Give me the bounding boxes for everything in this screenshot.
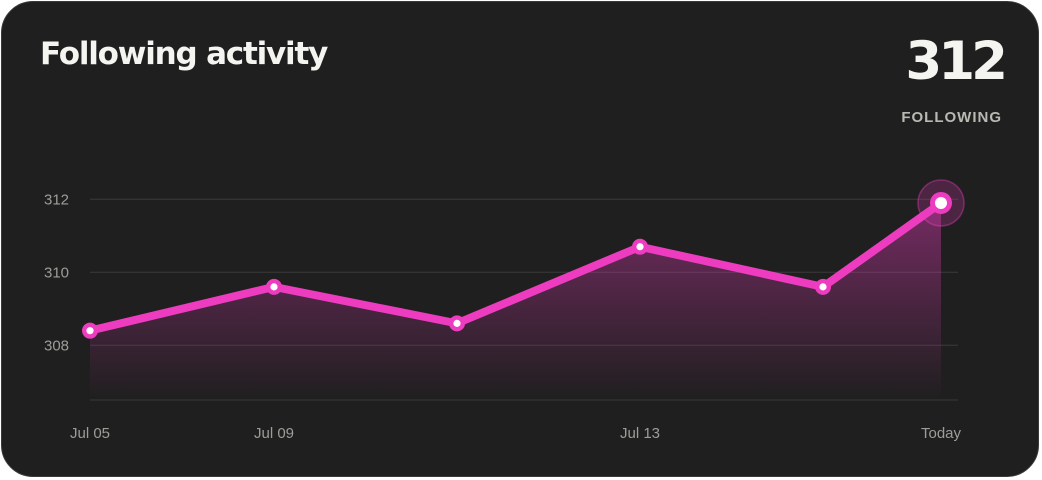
series-line [86,198,945,335]
data-point-center-1 [86,327,94,335]
data-point-center-4 [636,243,644,251]
label-layer: 312 310 308 Jul 05 Jul 09 Jul 13 Today [44,191,962,442]
following-count-label: FOLLOWING [901,109,1002,126]
x-tick-label-today: Today [921,425,962,442]
following-count: 312 [905,31,1008,92]
line-layer [86,198,945,335]
point-layer [82,179,965,339]
y-tick-label-310: 310 [44,264,69,281]
card-title: Following activity [40,36,328,72]
y-tick-label-308: 308 [44,337,69,354]
data-point-center-6 [935,196,947,209]
y-tick-label-312: 312 [44,191,69,208]
x-tick-label-jul-13: Jul 13 [620,425,660,442]
data-point-center-3 [453,319,461,327]
x-tick-label-jul-09: Jul 09 [254,425,294,442]
data-point-center-2 [270,283,278,291]
x-tick-label-jul-05: Jul 05 [70,425,110,442]
data-point-center-5 [819,283,827,291]
